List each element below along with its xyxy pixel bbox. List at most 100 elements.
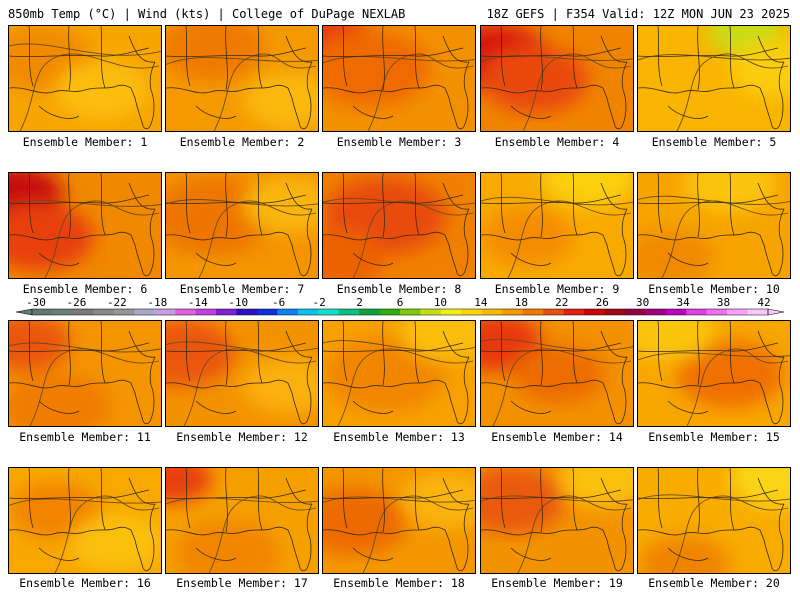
- coastline: [285, 35, 313, 63]
- height-contour: [166, 497, 318, 505]
- coastline: [638, 194, 779, 204]
- height-contour: [323, 56, 475, 64]
- coastline: [600, 477, 628, 505]
- coastline: [323, 356, 470, 425]
- temperature-field: [323, 173, 475, 278]
- temperature-anomaly: [481, 208, 574, 267]
- colorbar-segment: [93, 309, 115, 315]
- colorbar-segment: [522, 309, 544, 315]
- coastline: [500, 173, 506, 234]
- coastline: [572, 173, 578, 236]
- coastline: [166, 208, 313, 277]
- coastline: [38, 252, 80, 266]
- ensemble-map-2: [165, 25, 319, 132]
- colorbar-segment: [440, 309, 462, 315]
- height-contour: [481, 55, 633, 62]
- coastline: [9, 208, 156, 277]
- coastline: [166, 503, 313, 572]
- coastline: [442, 35, 470, 63]
- coastline: [285, 182, 313, 210]
- coastline: [166, 356, 313, 425]
- coastline: [28, 173, 34, 234]
- coastline: [667, 400, 709, 414]
- colorbar-tick-label: 38: [716, 296, 731, 309]
- coastline: [342, 468, 348, 529]
- height-contour: [208, 495, 317, 573]
- ensemble-map-16: [8, 467, 162, 574]
- temperature-field: [323, 468, 475, 573]
- colorbar-segment: [318, 309, 339, 315]
- coastline: [225, 321, 228, 386]
- height-contour: [481, 495, 633, 502]
- coastline: [166, 342, 307, 352]
- coastline: [100, 468, 106, 531]
- coastline: [729, 26, 735, 89]
- valid-time: 18Z GEFS | F354 Valid: 12Z MON JUN 23 20…: [486, 7, 790, 21]
- coastline: [667, 105, 709, 119]
- coastline: [657, 173, 663, 234]
- temperature-field: [323, 321, 475, 426]
- coastline: [195, 547, 237, 561]
- temperature-field: [166, 26, 318, 131]
- member-caption: Ensemble Member: 20: [648, 576, 780, 590]
- temperature-anomaly: [542, 173, 633, 208]
- colorbar-segment: [113, 309, 135, 315]
- temperature-anomaly: [173, 519, 282, 573]
- coastline: [414, 26, 420, 89]
- coastline: [9, 342, 150, 352]
- coastline: [195, 400, 237, 414]
- coastline: [540, 173, 543, 238]
- coastline: [352, 547, 394, 561]
- coastline: [697, 173, 700, 238]
- coastline: [510, 400, 552, 414]
- colorbar-segment: [727, 309, 748, 315]
- ensemble-map-13: [322, 320, 476, 427]
- colorbar-segment: [665, 309, 687, 315]
- height-contour: [638, 195, 790, 205]
- member-caption: Ensemble Member: 19: [491, 576, 623, 590]
- ensemble-map-14: [480, 320, 634, 427]
- colorbar-tick-label: -30: [26, 296, 46, 309]
- coastline: [414, 468, 420, 531]
- temperature-field: [166, 173, 318, 278]
- coastline: [757, 35, 785, 63]
- coastline: [9, 489, 150, 499]
- height-contour: [362, 495, 474, 573]
- colorbar-segment: [32, 309, 53, 315]
- coastline: [667, 252, 709, 266]
- coastline: [38, 400, 80, 414]
- temperature-anomaly: [638, 229, 715, 278]
- coastline: [323, 208, 470, 277]
- temperature-anomaly: [481, 468, 566, 534]
- colorbar-segment: [72, 309, 94, 315]
- colorbar-outline: [31, 308, 769, 316]
- coastline: [342, 173, 348, 234]
- height-contour: [517, 495, 632, 573]
- colorbar-tick-label: 14: [474, 296, 488, 309]
- colorbar-tick-label: -2: [312, 296, 326, 309]
- height-contour: [166, 57, 318, 65]
- colorbar-tick-label: 26: [595, 296, 609, 309]
- colorbar-min-arrow: [15, 308, 33, 316]
- coastline: [352, 400, 394, 414]
- colorbar-segment: [175, 309, 196, 315]
- coastline: [225, 26, 228, 91]
- colorbar-segment: [256, 309, 278, 315]
- temperature-field: [481, 173, 633, 278]
- coastline: [481, 489, 622, 499]
- coastline: [28, 468, 34, 529]
- temperature-anomaly: [676, 340, 785, 409]
- coastline: [757, 182, 785, 210]
- coastline: [657, 468, 663, 529]
- temperature-field: [481, 321, 633, 426]
- coastline: [28, 321, 34, 382]
- member-caption: Ensemble Member: 9: [494, 282, 620, 296]
- member-caption: Ensemble Member: 2: [179, 135, 305, 149]
- coastline: [638, 489, 779, 499]
- ensemble-map-15: [637, 320, 791, 427]
- height-contour: [9, 43, 161, 56]
- temperature-anomaly: [730, 468, 790, 508]
- coastline: [510, 105, 552, 119]
- coastline: [9, 194, 150, 204]
- ensemble-map-10: [637, 172, 791, 279]
